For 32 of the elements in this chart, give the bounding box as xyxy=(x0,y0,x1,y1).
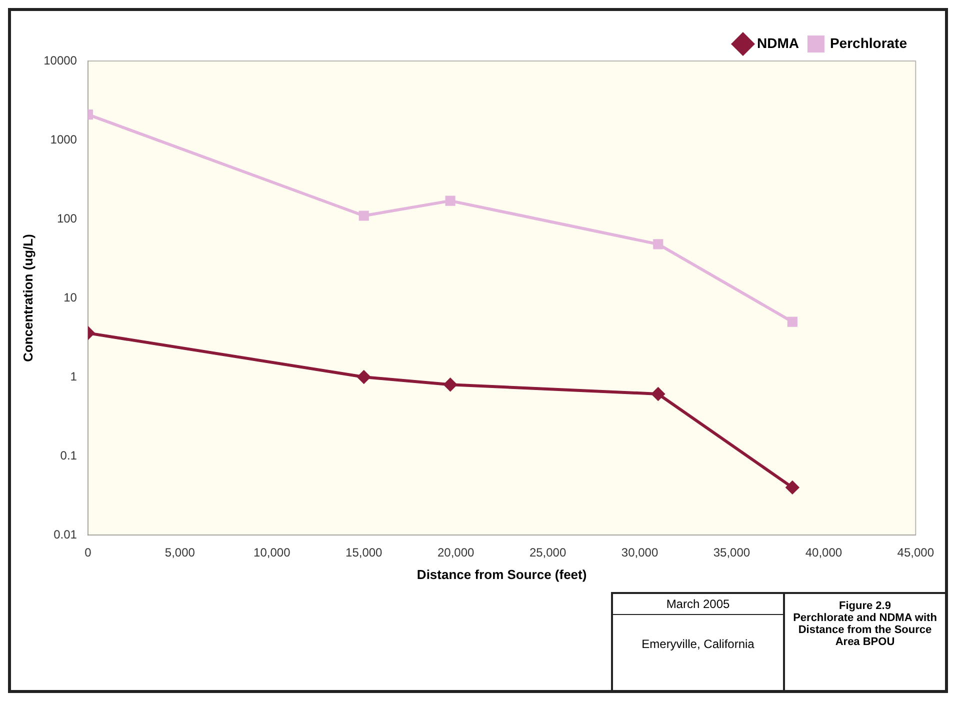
point xyxy=(653,239,664,250)
x-tick-label: 40,000 xyxy=(805,546,842,560)
x-tick-label: 35,000 xyxy=(713,546,750,560)
caption: Figure 2.9 Perchlorate and NDMA with Distance from the Source Area BPOU xyxy=(792,599,938,650)
y-tick-label: 10000 xyxy=(44,53,78,68)
point xyxy=(358,210,369,221)
y-tick-label: 1000 xyxy=(50,132,78,146)
text: Emeryville, California xyxy=(640,636,756,651)
x-tick-label: 0 xyxy=(84,546,92,560)
y-tick-label: 0.1 xyxy=(60,448,78,462)
y-tick-label: 1 xyxy=(70,369,78,384)
text: March 2005 xyxy=(613,594,783,615)
point xyxy=(445,196,456,206)
legend-label: NDMA xyxy=(756,34,799,51)
x-tick-label: 10,000 xyxy=(254,546,291,560)
point xyxy=(787,316,798,327)
x-tick-label: 25,000 xyxy=(529,546,566,560)
x-axis-title: Distance from Source (feet) xyxy=(416,566,587,582)
y-axis-title: Concentration (ug/L) xyxy=(20,234,36,362)
x-tick-label: 20,000 xyxy=(437,546,475,560)
y-tick-label: 10 xyxy=(64,290,78,304)
point xyxy=(444,378,457,392)
x-tick-label: 45,000 xyxy=(897,546,934,560)
point xyxy=(357,370,370,384)
x-tick-label: 5,000 xyxy=(164,546,196,560)
point xyxy=(652,387,665,400)
y-tick-label: 100 xyxy=(56,211,78,226)
point xyxy=(786,480,799,494)
legend-label: Perchlorate xyxy=(830,34,908,51)
x-tick-label: 30,000 xyxy=(621,546,658,560)
y-tick-label: 0.01 xyxy=(54,527,78,542)
x-tick-label: 15,000 xyxy=(346,546,383,560)
